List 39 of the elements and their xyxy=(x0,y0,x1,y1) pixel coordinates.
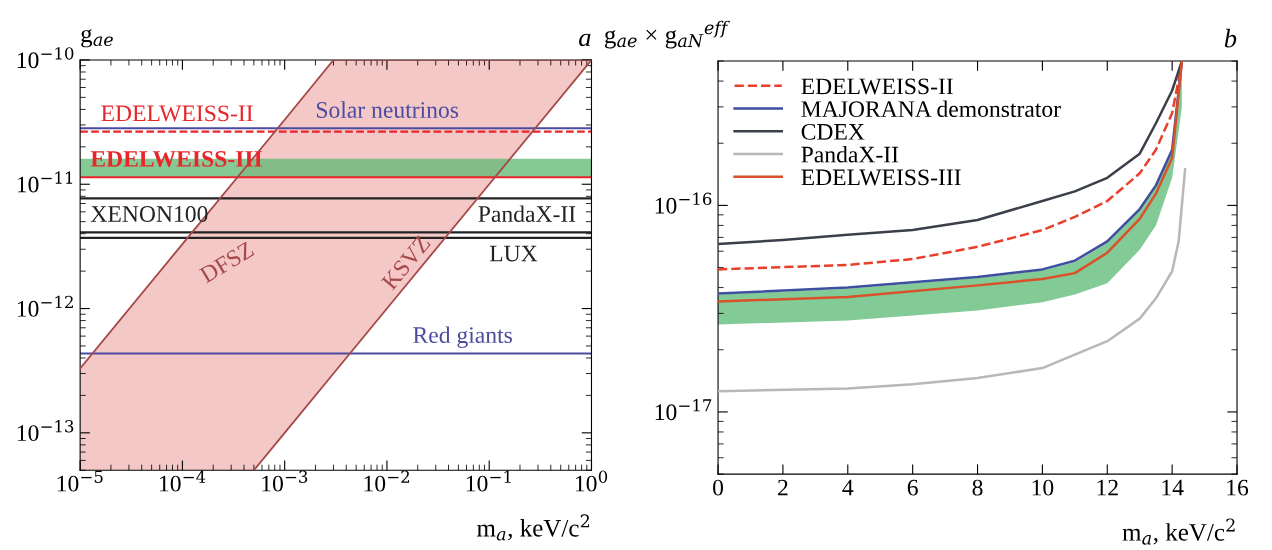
x-tick-label: 10 xyxy=(1032,479,1054,496)
x-tick-label: 10$^{0}$ xyxy=(575,470,608,492)
x-tick-label: 10$^{−4}$ xyxy=(160,470,206,492)
y-axis-title: g$_{ae}$ × g$_{aN}$$^{eff}$ xyxy=(604,20,730,49)
ref-line-label: Solar neutrinos xyxy=(316,101,459,118)
x-tick-label: 10$^{−2}$ xyxy=(364,470,410,492)
legend-label: CDEX xyxy=(801,123,865,140)
x-tick-label: 10$^{−1}$ xyxy=(466,470,511,492)
ref-line-label: XENON100 xyxy=(90,205,208,222)
legend-label: EDELWEISS-II xyxy=(801,78,953,95)
x-tick-label: 14 xyxy=(1162,479,1184,496)
chart-title: a xyxy=(579,33,591,47)
ref-line-label: PandaX-II xyxy=(478,205,576,223)
y-tick-label: 10$^{−16}$ xyxy=(655,192,712,214)
x-tick-label: 16 xyxy=(1227,479,1249,496)
y-tick-label: 10$^{−13}$ xyxy=(17,420,74,442)
chart-title: b xyxy=(1224,28,1237,48)
legend-label: PandaX-II xyxy=(801,145,899,163)
ref-line-label: EDELWEISS-II xyxy=(101,105,253,122)
x-axis-title: m$_{a}$, keV/c$^{2}$ xyxy=(477,514,590,541)
line-series xyxy=(718,167,1187,393)
y-axis-title: g$_{ae}$ xyxy=(81,29,113,48)
legend-label: MAJORANA demonstrator xyxy=(801,100,1061,118)
y-tick-label: 10$^{−10}$ xyxy=(17,47,74,69)
ref-line-label: Red giants xyxy=(413,326,512,348)
x-axis-title: m$_{a}$, keV/c$^{2}$ xyxy=(1122,518,1235,545)
x-tick-label: 10$^{−5}$ xyxy=(57,470,103,492)
x-tick-label: 10$^{−3}$ xyxy=(262,470,308,492)
x-tick-label: 0 xyxy=(713,479,724,496)
y-tick-label: 10$^{−12}$ xyxy=(17,295,73,317)
x-tick-label: 4 xyxy=(842,479,854,496)
x-tick-label: 12 xyxy=(1097,479,1118,496)
x-tick-label: 8 xyxy=(972,479,983,496)
y-tick-label: 10$^{−11}$ xyxy=(17,171,73,193)
y-tick-label: 10$^{−17}$ xyxy=(655,399,712,421)
x-tick-label: 6 xyxy=(907,479,918,496)
legend-label: EDELWEISS-III xyxy=(801,169,961,186)
x-tick-label: 2 xyxy=(778,479,788,496)
ref-line-label: LUX xyxy=(489,245,538,262)
